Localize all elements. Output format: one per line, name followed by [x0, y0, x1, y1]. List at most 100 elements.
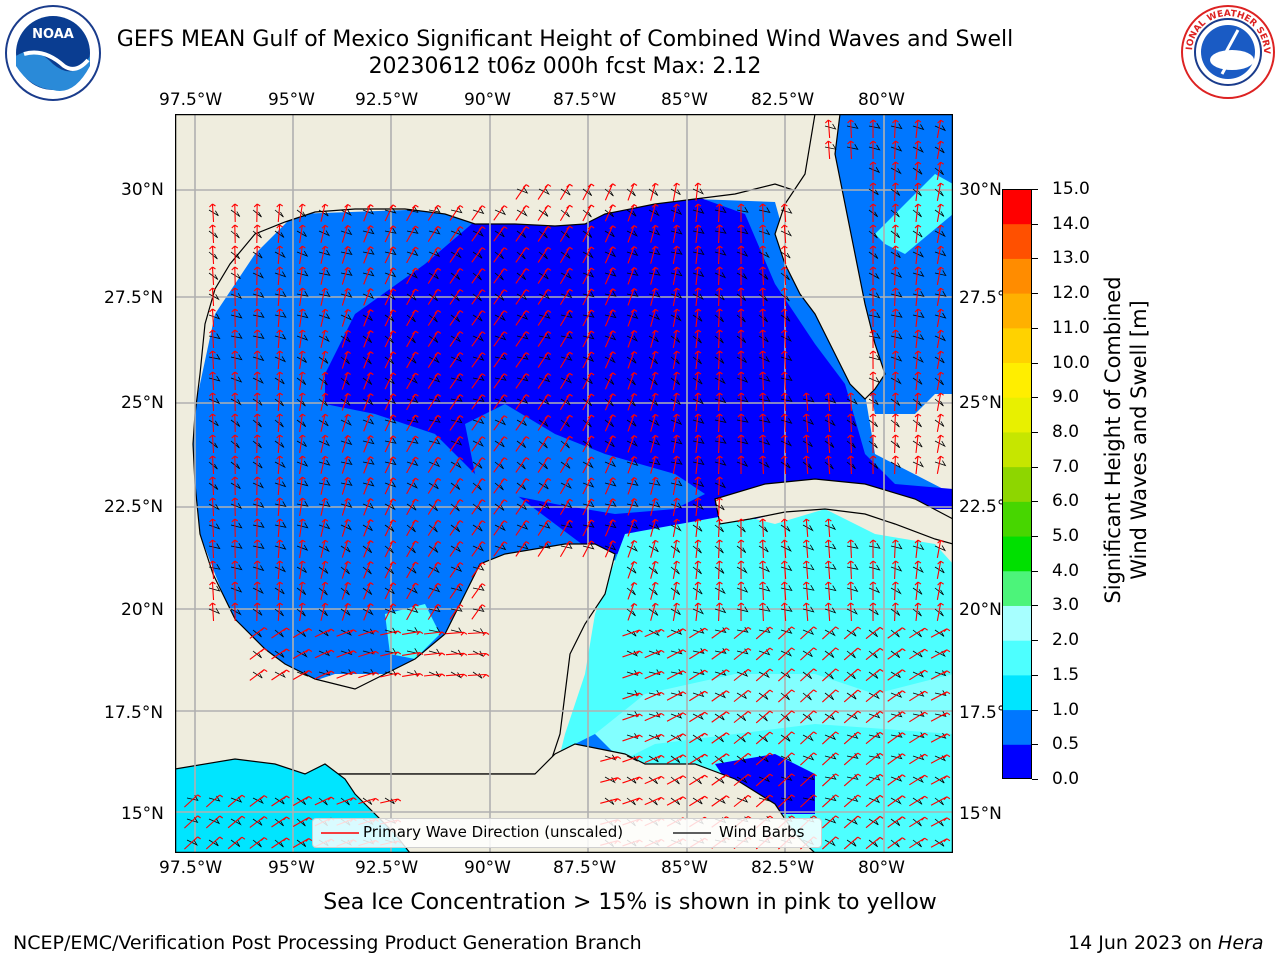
- wave-arrow: [320, 455, 329, 474]
- wave-arrow: [493, 268, 508, 284]
- wave-arrow: [821, 668, 839, 682]
- wind-barb: [340, 459, 353, 465]
- wave-arrow: [298, 350, 306, 369]
- wind-barb: [802, 461, 813, 470]
- wind-barb: [406, 607, 419, 613]
- wave-arrow: [231, 581, 239, 601]
- wave-arrow: [780, 203, 788, 223]
- wind-barb: [450, 503, 460, 512]
- colorbar-segment: [1002, 293, 1032, 329]
- wind-barb: [934, 270, 947, 277]
- wave-arrow: [892, 413, 899, 433]
- colorbar-segment: [1002, 466, 1032, 502]
- wave-arrow: [711, 732, 730, 744]
- wave-arrow: [449, 394, 464, 410]
- wind-barb: [428, 606, 441, 613]
- colorbar-tick-mark: [1032, 640, 1038, 642]
- wave-arrow: [276, 203, 284, 223]
- wind-barb: [274, 461, 286, 469]
- wind-barb: [934, 398, 944, 407]
- wave-arrow: [384, 393, 397, 411]
- wave-arrow: [471, 352, 486, 368]
- wave-arrow: [733, 731, 752, 745]
- wind-barb: [648, 587, 658, 596]
- wind-barb: [428, 417, 441, 423]
- wave-arrow: [737, 518, 745, 538]
- wind-barb: [846, 818, 858, 825]
- wave-arrow: [672, 350, 680, 369]
- wind-barb: [494, 375, 507, 381]
- wind-barb: [780, 293, 790, 302]
- colorbar-segment: [1002, 189, 1032, 225]
- wave-arrow: [821, 626, 839, 640]
- wind-barb: [384, 207, 397, 214]
- wave-arrow: [936, 434, 944, 453]
- graticule: [175, 114, 953, 853]
- wave-arrow: [449, 520, 464, 536]
- wind-barb: [736, 314, 746, 323]
- wave-arrow: [824, 455, 832, 475]
- wave-arrow: [800, 710, 817, 724]
- wind-barb: [560, 440, 570, 449]
- wave-arrow: [493, 373, 508, 389]
- wave-arrow: [559, 309, 573, 327]
- wave-arrow: [650, 392, 659, 411]
- date-note: 14 Jun 2023 on Hera: [1068, 932, 1263, 954]
- wind-barb: [626, 733, 639, 740]
- wind-barb: [274, 818, 284, 827]
- wave-arrow: [737, 455, 745, 475]
- wave-arrow: [887, 711, 906, 723]
- wind-barb: [516, 482, 527, 490]
- wind-barb: [340, 270, 353, 276]
- wind-barb: [582, 521, 595, 528]
- wind-barb: [516, 523, 529, 530]
- wind-barb: [274, 291, 287, 298]
- wind-barb: [252, 629, 262, 638]
- wind-barb: [648, 209, 660, 217]
- wind-barb: [450, 355, 463, 363]
- wind-barb: [934, 356, 945, 364]
- wind-barb: [692, 669, 705, 675]
- wind-barb: [318, 356, 329, 364]
- wave-arrow: [537, 457, 552, 473]
- wave-arrow: [363, 330, 374, 348]
- wind-barb: [340, 524, 352, 531]
- wave-arrow: [689, 648, 708, 660]
- wind-barb: [560, 230, 570, 239]
- wind-barb: [802, 713, 813, 721]
- wind-barb: [780, 545, 792, 552]
- wave-arrow: [604, 225, 616, 243]
- wave-arrow: [780, 287, 788, 307]
- wind-barb: [428, 251, 441, 258]
- wave-arrow: [493, 394, 508, 410]
- wind-barb: [318, 587, 328, 596]
- wind-barb: [758, 461, 770, 469]
- colorbar-tick-mark: [1032, 709, 1038, 711]
- wave-arrow: [471, 247, 486, 263]
- wind-barb: [824, 713, 835, 721]
- wind-barb: [670, 690, 683, 697]
- wave-arrow: [380, 630, 402, 636]
- wave-arrow: [231, 434, 239, 454]
- wind-barb: [230, 398, 242, 406]
- wave-arrow: [914, 266, 922, 286]
- wind-barb: [912, 270, 925, 277]
- colorbar-segment: [1002, 744, 1032, 779]
- wave-arrow: [672, 392, 680, 411]
- wave-arrow: [449, 604, 464, 620]
- wind-barb: [516, 187, 529, 194]
- wind-barb: [208, 272, 219, 280]
- wave-arrow: [930, 691, 951, 701]
- wind-barb: [648, 419, 660, 427]
- wave-arrow: [363, 288, 374, 306]
- wave-arrow: [493, 331, 508, 347]
- wave-arrow: [847, 392, 854, 412]
- wind-barb: [736, 566, 748, 574]
- wave-arrow: [627, 561, 638, 579]
- wave-arrow: [869, 203, 877, 223]
- wave-arrow: [892, 392, 899, 412]
- wind-barb: [670, 458, 683, 465]
- colorbar-segment: [1002, 327, 1032, 364]
- wind-barb: [428, 376, 441, 383]
- wind-barb: [252, 355, 265, 362]
